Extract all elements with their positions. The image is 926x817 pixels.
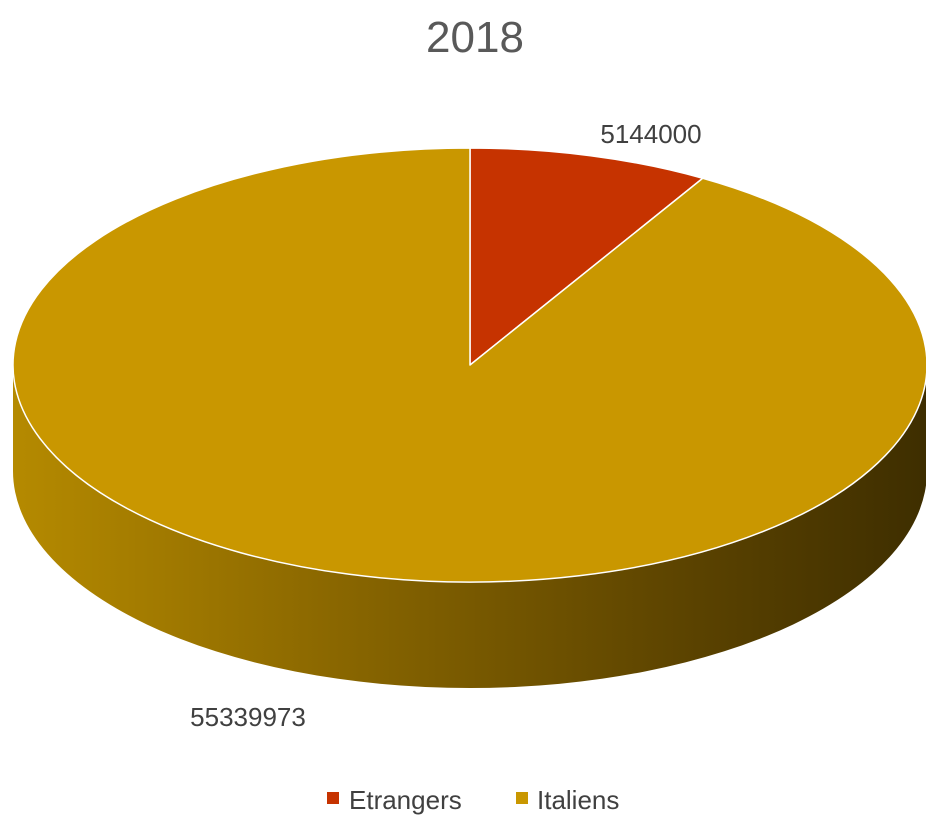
pie-side-wall-face bbox=[13, 365, 926, 688]
chart-title: 2018 bbox=[426, 13, 524, 62]
legend: Etrangers Italiens bbox=[327, 785, 619, 815]
legend-swatch-italiens bbox=[516, 792, 528, 804]
pie-side-wall bbox=[13, 365, 926, 688]
legend-swatch-etrangers bbox=[327, 792, 339, 804]
pie-slice-etrangers bbox=[469, 147, 704, 366]
pie-slice-italiens bbox=[12, 147, 926, 583]
data-label-etrangers: 5144000 bbox=[600, 119, 701, 149]
legend-label-italiens: Italiens bbox=[537, 785, 619, 815]
data-label-italiens: 55339973 bbox=[190, 702, 306, 732]
legend-label-etrangers: Etrangers bbox=[349, 785, 462, 815]
pie-top-face bbox=[12, 147, 926, 583]
